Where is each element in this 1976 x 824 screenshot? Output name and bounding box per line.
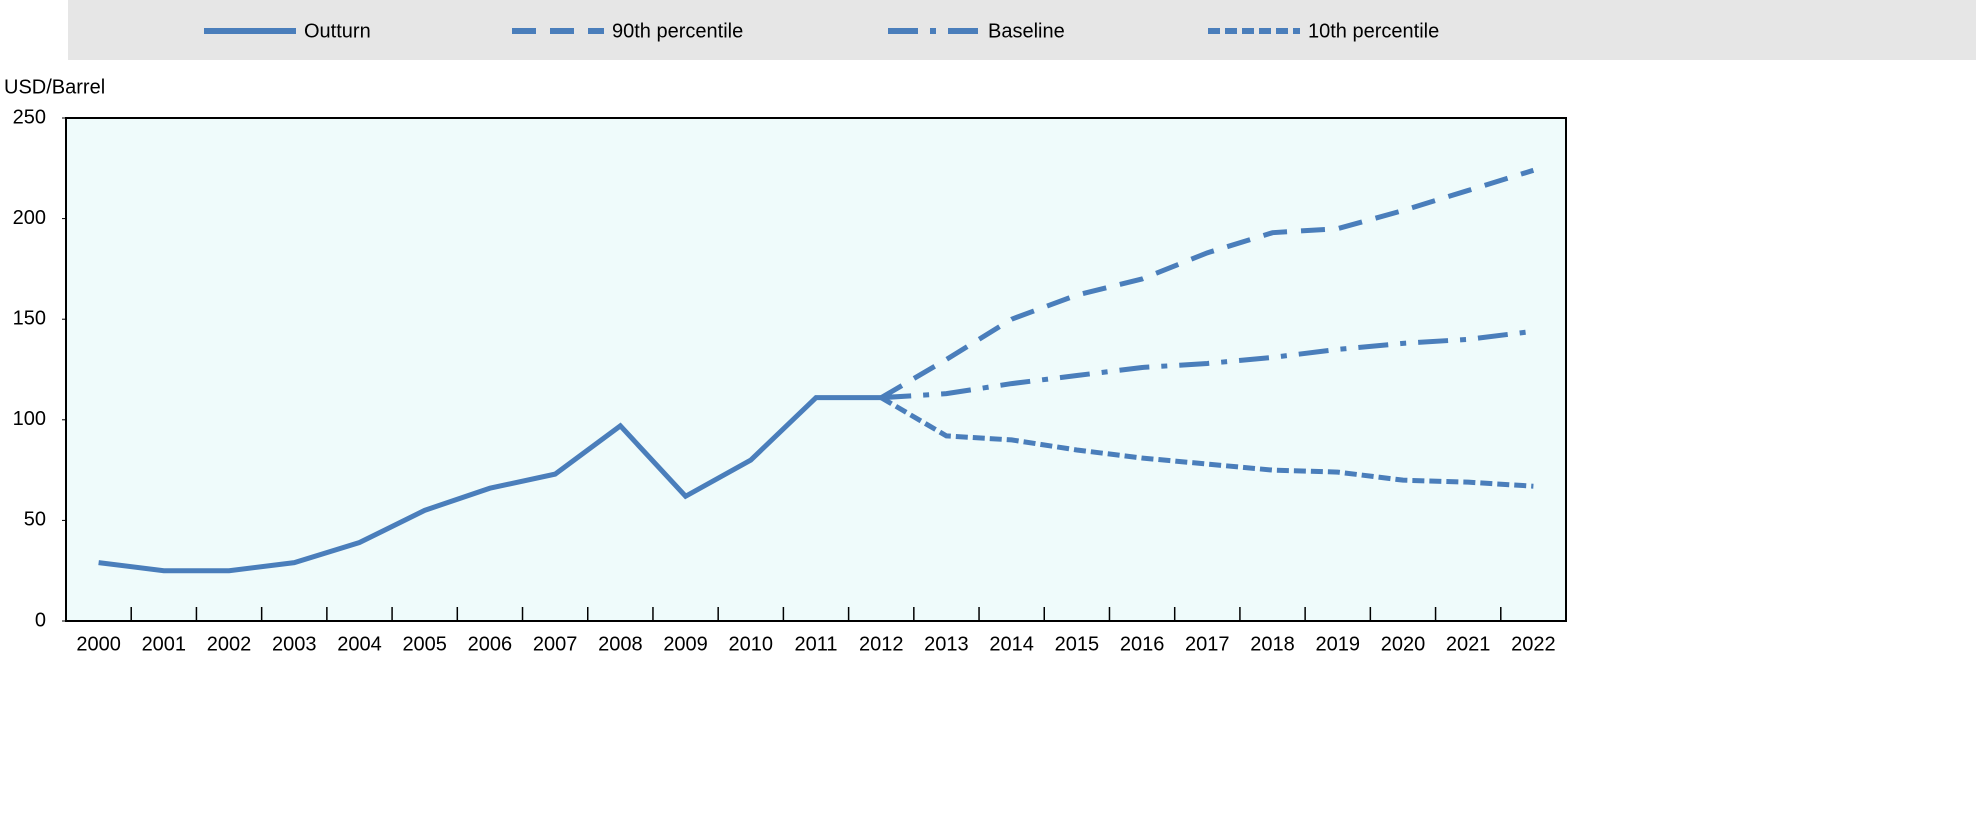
- y-tick-label: 150: [13, 307, 46, 329]
- x-tick-label: 2018: [1250, 633, 1295, 655]
- x-tick-label: 2002: [207, 633, 252, 655]
- x-tick-label: 2008: [598, 633, 643, 655]
- x-tick-label: 2010: [729, 633, 774, 655]
- x-tick-label: 2019: [1315, 633, 1360, 655]
- series-line: [881, 328, 1534, 401]
- legend-label: Outturn: [304, 20, 371, 42]
- legend-label: 90th percentile: [612, 20, 743, 42]
- x-tick-label: 2022: [1511, 633, 1556, 655]
- y-tick-label: 50: [24, 509, 46, 531]
- x-tick-label: 2006: [468, 633, 513, 655]
- x-tick-label: 2017: [1185, 633, 1230, 655]
- x-tick-label: 2001: [142, 633, 187, 655]
- x-tick-label: 2014: [989, 633, 1034, 655]
- series-line: [879, 167, 1535, 400]
- series-line: [98, 395, 882, 574]
- plot-border: [65, 117, 1567, 622]
- legend-label: 10th percentile: [1308, 20, 1439, 42]
- x-tick-label: 2007: [533, 633, 578, 655]
- y-tick-label: 100: [13, 408, 46, 430]
- y-tick-label: 0: [35, 609, 46, 631]
- y-tick-label: 200: [13, 207, 46, 229]
- x-tick-label: 2016: [1120, 633, 1165, 655]
- x-tick-label: 2004: [337, 633, 382, 655]
- x-tick-label: 2020: [1381, 633, 1426, 655]
- x-tick-label: 2013: [924, 633, 969, 655]
- x-tick-label: 2009: [663, 633, 708, 655]
- y-tick-label: 250: [13, 106, 46, 128]
- series-line: [879, 395, 1534, 489]
- legend-band: [68, 0, 1976, 60]
- y-axis-label: USD/Barrel: [4, 76, 105, 98]
- x-tick-label: 2021: [1446, 633, 1491, 655]
- x-tick-label: 2015: [1055, 633, 1100, 655]
- x-tick-label: 2011: [794, 633, 837, 655]
- x-tick-label: 2000: [76, 633, 121, 655]
- legend-label: Baseline: [988, 20, 1065, 42]
- x-tick-label: 2003: [272, 633, 317, 655]
- x-tick-label: 2012: [859, 633, 904, 655]
- x-tick-label: 2005: [402, 633, 447, 655]
- plot-area: [66, 118, 1566, 621]
